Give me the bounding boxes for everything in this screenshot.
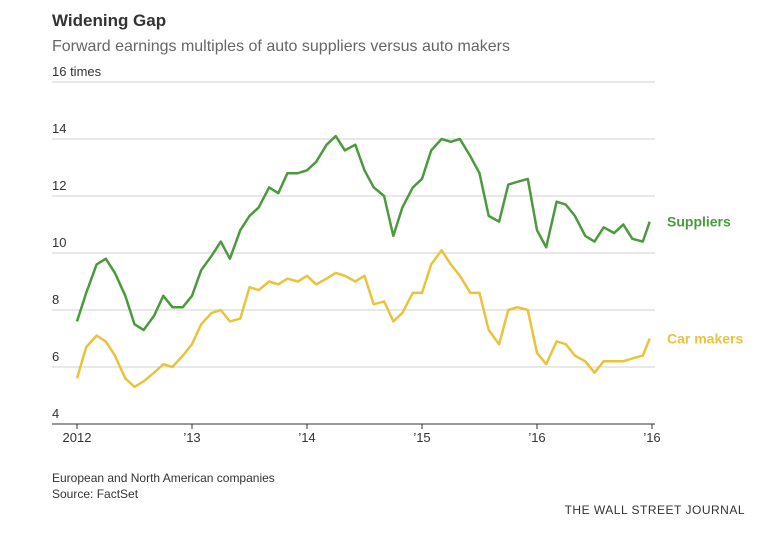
x-tick-label: ’13 [183,430,200,445]
y-tick-label: 6 [52,349,59,364]
credit: THE WALL STREET JOURNAL [565,503,745,517]
x-tick-label: 2012 [63,430,92,445]
y-tick-label: 12 [52,178,66,193]
x-tick-label: ’16 [643,430,660,445]
chart-subtitle: Forward earnings multiples of auto suppl… [52,38,510,55]
y-tick-label: 8 [52,292,59,307]
y-tick-label: 14 [52,121,66,136]
series-line [75,248,651,389]
x-tick-label: ’15 [413,430,430,445]
source: Source: FactSet [52,487,139,501]
note: European and North American companies [52,471,275,485]
y-tick-label: 4 [52,406,59,421]
chart-title: Widening Gap [52,11,166,30]
y-tick-label: 10 [52,235,66,250]
y-tick-label: 16 times [52,64,102,79]
series-line [75,134,651,332]
series-label: Car makers [667,331,743,347]
x-tick-label: ’16 [528,430,545,445]
x-tick-label: ’14 [298,430,315,445]
series-label: Suppliers [667,214,731,230]
